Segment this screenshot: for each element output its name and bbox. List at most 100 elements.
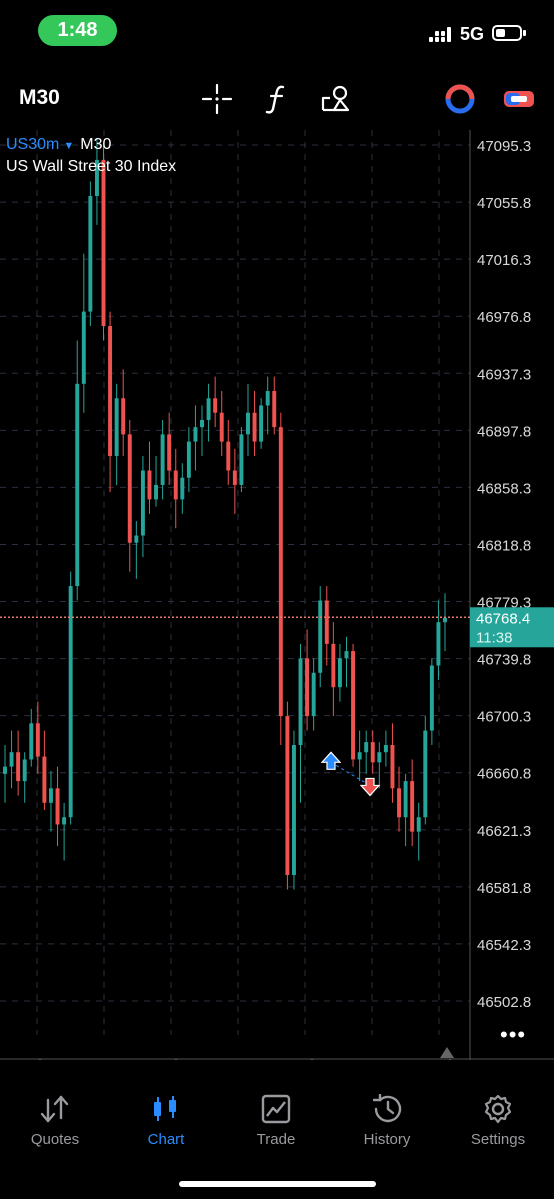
candle-body xyxy=(75,383,80,587)
price-tick-label: 46621.3 xyxy=(477,823,531,840)
price-chart[interactable]: 47095.3 47055.8 47016.3 46976.8 46937.3 46897… xyxy=(0,130,554,1060)
candle-body xyxy=(200,419,204,428)
candle-body xyxy=(114,398,119,457)
candle-body xyxy=(410,781,415,832)
candle-body xyxy=(173,470,178,500)
candle-body xyxy=(232,470,237,485)
candle-body xyxy=(219,412,224,442)
candle-body xyxy=(101,159,106,327)
status-time: 1:48 xyxy=(38,15,117,46)
settings-icon xyxy=(484,1094,512,1124)
candle-body xyxy=(370,742,375,763)
candle-body xyxy=(88,195,93,312)
candle-body xyxy=(436,622,441,666)
tab-chart[interactable]: Chart xyxy=(116,1088,216,1158)
candle-body xyxy=(278,427,283,717)
candle-body xyxy=(285,716,290,876)
status-bar: 1:48 5G xyxy=(0,0,554,62)
candle-body xyxy=(416,817,421,832)
price-tick-label: 46739.8 xyxy=(477,652,531,669)
candle-body xyxy=(403,781,408,818)
signal-icon xyxy=(429,27,451,42)
candle-body xyxy=(423,730,428,818)
price-tick-label: 46700.3 xyxy=(477,709,531,726)
candle-body xyxy=(383,744,388,753)
tab-trade-label: Trade xyxy=(256,1131,296,1148)
candle-body xyxy=(134,535,139,543)
tab-history[interactable]: History xyxy=(337,1088,437,1158)
chart-toolbar: M30 xyxy=(0,72,554,124)
network-label: 5G xyxy=(460,24,485,44)
chart-timeframe-label: M30 xyxy=(80,136,112,153)
tab-history-label: History xyxy=(363,1131,411,1148)
price-tick-label: 46897.8 xyxy=(477,423,531,440)
home-indicator xyxy=(179,1181,376,1187)
buy-arrow-icon xyxy=(320,751,342,770)
candle-body xyxy=(121,398,126,435)
tab-settings[interactable]: Settings xyxy=(448,1088,548,1158)
candle-body xyxy=(186,441,191,478)
price-tick-label: 46581.8 xyxy=(477,880,531,897)
price-tick-label: 46660.8 xyxy=(477,766,531,783)
symbol-description: US Wall Street 30 Index xyxy=(6,158,177,175)
candle-body xyxy=(252,412,257,442)
candle-body xyxy=(246,412,250,435)
more-options-icon[interactable]: ••• xyxy=(500,1022,527,1047)
candle-body xyxy=(311,672,316,717)
scroll-end-marker xyxy=(440,1047,454,1058)
candle-body xyxy=(94,159,99,196)
candle-body xyxy=(344,651,349,659)
candle-body xyxy=(206,398,211,420)
candle-body xyxy=(55,788,60,825)
candle-body xyxy=(68,586,73,818)
price-tick-label: 47095.3 xyxy=(477,138,531,155)
candle-body xyxy=(239,434,244,485)
candle-body xyxy=(364,742,369,753)
candle-body xyxy=(298,658,303,745)
chart-icon xyxy=(154,1096,176,1121)
price-tick-label: 47016.3 xyxy=(477,252,531,269)
toggle-icon[interactable] xyxy=(502,82,536,116)
candle-body xyxy=(351,651,356,760)
candle-body xyxy=(259,405,264,442)
tab-quotes[interactable]: Quotes xyxy=(5,1088,105,1158)
price-tick-label: 46937.3 xyxy=(477,366,531,383)
sell-arrow-icon xyxy=(359,777,381,797)
tab-trade[interactable]: Trade xyxy=(226,1088,326,1158)
price-tick-label: 46542.3 xyxy=(477,937,531,954)
candle-body xyxy=(180,477,185,500)
candle-body xyxy=(357,752,362,760)
tab-bar: Quotes Chart Trade History Settings xyxy=(0,1088,554,1199)
candle-body xyxy=(397,788,401,818)
candle-body xyxy=(291,744,296,876)
current-price-badge xyxy=(470,607,554,648)
trade-link-line xyxy=(330,761,371,786)
timeframe-button[interactable]: M30 xyxy=(19,86,60,109)
battery-tip xyxy=(523,30,526,36)
symbol-selector[interactable]: US30m xyxy=(6,136,60,153)
battery-icon xyxy=(492,25,522,41)
crosshair-icon[interactable] xyxy=(200,82,234,116)
indicators-icon[interactable] xyxy=(260,82,294,116)
trading-icon[interactable] xyxy=(443,82,477,116)
tab-chart-label: Chart xyxy=(147,1131,185,1148)
candle-body xyxy=(29,723,34,760)
candle-body xyxy=(154,484,159,500)
price-tick-label: 46976.8 xyxy=(477,309,531,326)
bar-countdown-label: 11:38 xyxy=(476,629,512,646)
candle-body xyxy=(226,441,231,471)
candle-body xyxy=(193,427,198,442)
candle-body xyxy=(35,723,40,757)
tab-settings-label: Settings xyxy=(470,1131,526,1148)
candle-body xyxy=(272,391,277,428)
price-tick-label: 46858.3 xyxy=(477,480,531,497)
candle-body xyxy=(147,470,152,500)
dropdown-caret-icon[interactable]: ▼ xyxy=(63,140,75,152)
candle-body xyxy=(213,398,218,413)
objects-icon[interactable] xyxy=(318,82,352,116)
candle-body xyxy=(108,326,113,457)
current-price-label: 46768.4 xyxy=(476,610,530,627)
price-tick-label: 46502.8 xyxy=(477,994,531,1011)
candle-body xyxy=(49,788,53,803)
trade-icon xyxy=(261,1094,291,1124)
